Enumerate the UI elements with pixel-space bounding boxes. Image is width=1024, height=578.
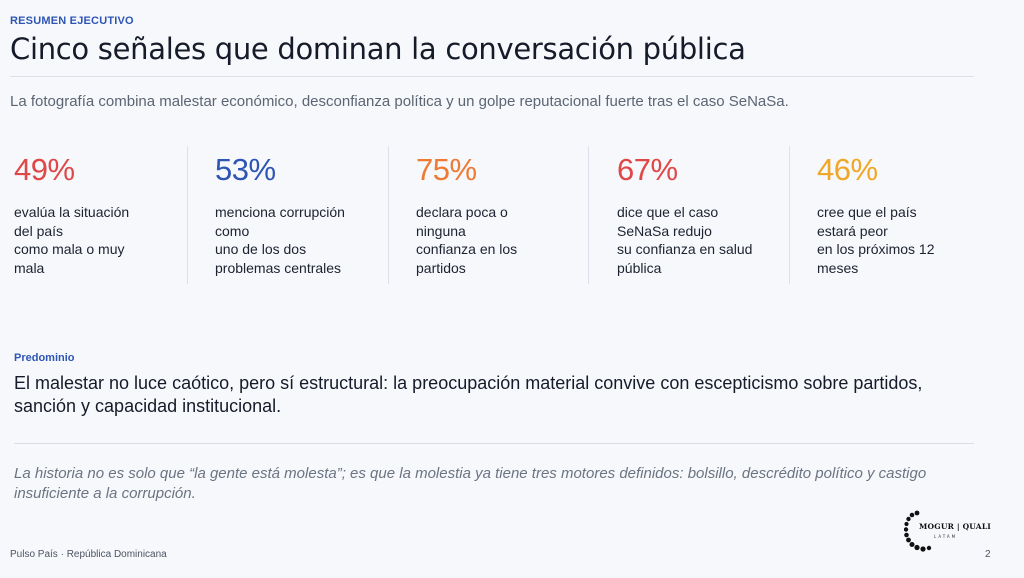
kpi-divider [187, 146, 188, 284]
brand-logo: MOGUR | QUALI LATAM [904, 510, 991, 560]
section-divider [14, 443, 974, 444]
section-label: Predominio [14, 352, 75, 364]
key-statement: El malestar no luce caótico, pero sí est… [14, 373, 923, 416]
logo-wordmark: MOGUR | QUALI [919, 522, 992, 531]
kpi-label: dice que el caso SeNaSa redujo su confianz… [617, 204, 753, 276]
kpi-value: 46% [817, 152, 878, 187]
title-divider [10, 76, 974, 77]
kpi-divider [588, 146, 589, 284]
kpi-label: declara poca o ninguna confianza en los par… [416, 204, 518, 276]
kpi-card-2: 53% menciona corrupción como uno de los do… [215, 146, 383, 284]
kpi-label: cree que el país estará peor en los próxim… [817, 204, 935, 276]
footer-source: Pulso País · República Dominicana [10, 549, 167, 560]
page-subtitle: La fotografía combina malestar económico… [10, 93, 789, 110]
kpi-divider [388, 146, 389, 284]
kpi-label: evalúa la situación del país como mala o m… [14, 204, 130, 276]
kpi-row: 49% evalúa la situación del país como mala… [14, 146, 982, 284]
kpi-card-3: 75% declara poca o ninguna confianza en lo… [416, 146, 584, 284]
kpi-value: 53% [215, 152, 276, 187]
page-number: 2 [985, 549, 991, 560]
logo-subtext: LATAM [934, 534, 958, 539]
kpi-card-5: 46% cree que el país estará peor en los pr… [817, 146, 985, 284]
kpi-label: menciona corrupción como uno de los dos pro… [215, 204, 345, 276]
kpi-divider [789, 146, 790, 284]
logo-dots-icon [904, 510, 932, 552]
kpi-card-1: 49% evalúa la situación del país como mala… [14, 146, 182, 284]
kpi-value: 75% [416, 152, 477, 187]
kpi-card-4: 67% dice que el caso SeNaSa redujo su conf… [617, 146, 785, 284]
kpi-value: 49% [14, 152, 75, 187]
closing-quote: La historia no es solo que “la gente est… [14, 465, 927, 502]
page-title: Cinco señales que dominan la conversació… [10, 32, 746, 66]
kicker-label: RESUMEN EJECUTIVO [10, 15, 134, 27]
kpi-value: 67% [617, 152, 678, 187]
